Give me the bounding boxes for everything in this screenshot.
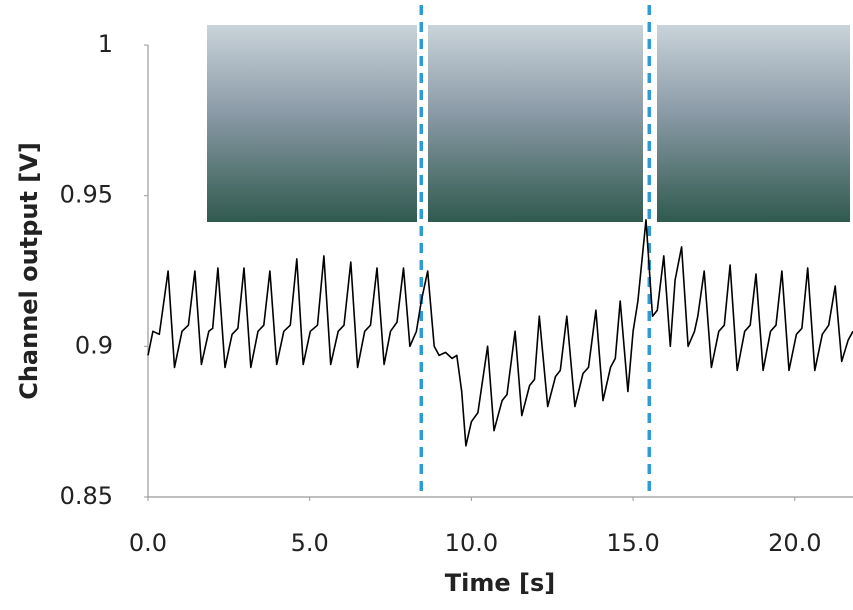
x-tick-label: 15.0 bbox=[606, 529, 659, 557]
signal-line bbox=[147, 219, 853, 447]
x-axis-title: Time [s] bbox=[445, 569, 555, 597]
y-tick-label: 0.85 bbox=[60, 482, 113, 510]
y-tick-label: 0.95 bbox=[60, 181, 113, 209]
x-tick-label: 0.0 bbox=[129, 529, 167, 557]
x-tick-label: 10.0 bbox=[445, 529, 498, 557]
x-tick-label: 20.0 bbox=[768, 529, 821, 557]
photo bbox=[207, 25, 417, 222]
y-axis-title: Channel output [V] bbox=[15, 142, 43, 400]
photo bbox=[657, 25, 850, 222]
x-tick-label: 5.0 bbox=[291, 529, 329, 557]
y-tick-label: 0.9 bbox=[75, 331, 113, 359]
y-tick-label: 1 bbox=[98, 30, 113, 58]
photo bbox=[428, 25, 643, 222]
